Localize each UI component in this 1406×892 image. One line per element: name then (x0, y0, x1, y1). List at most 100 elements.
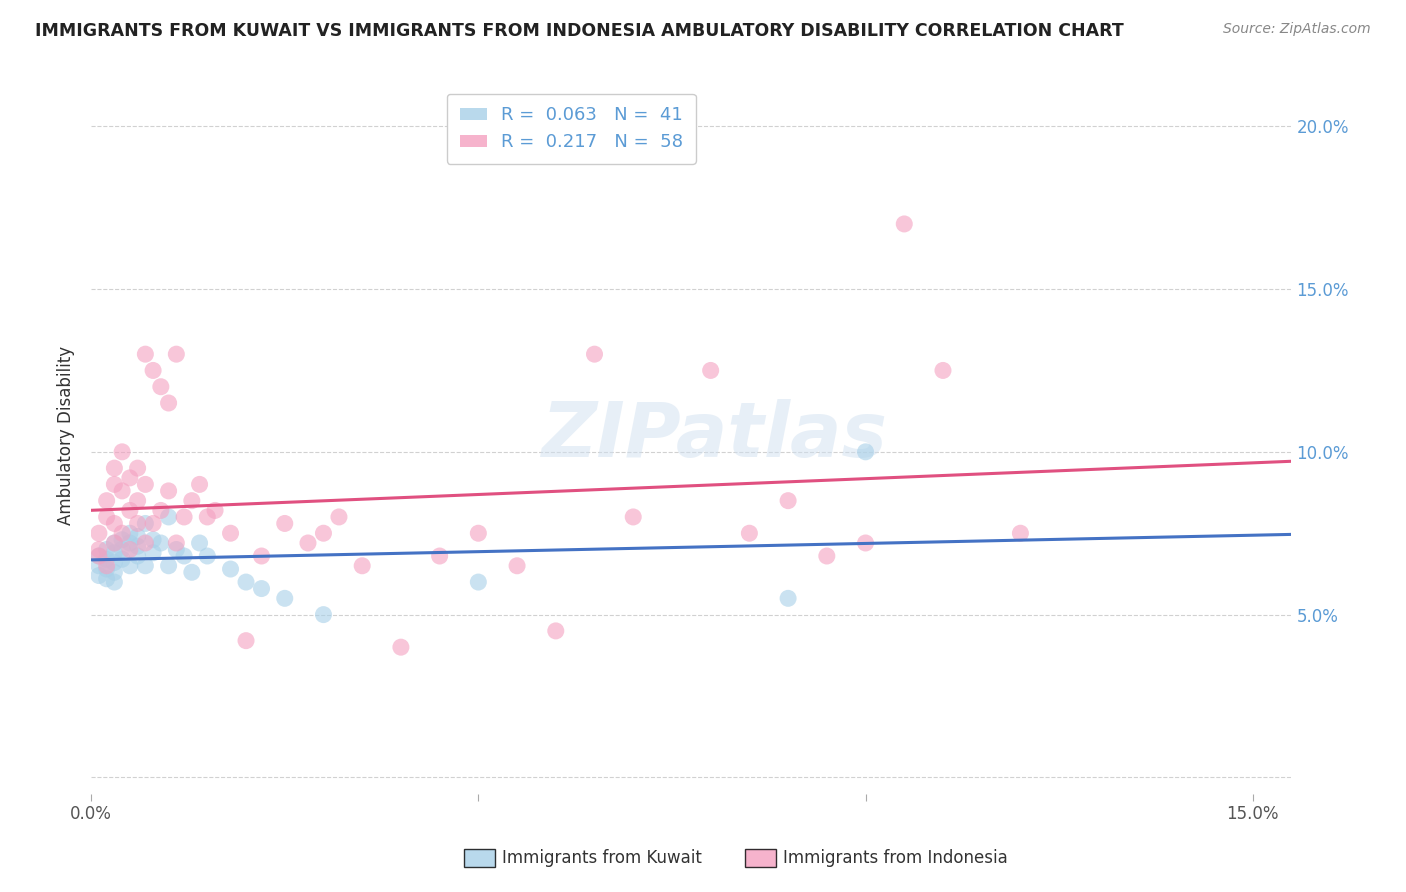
Text: IMMIGRANTS FROM KUWAIT VS IMMIGRANTS FROM INDONESIA AMBULATORY DISABILITY CORREL: IMMIGRANTS FROM KUWAIT VS IMMIGRANTS FRO… (35, 22, 1123, 40)
Point (103, 566, 125, 580)
Point (328, 510, 350, 524)
Point (204, 503, 226, 517)
Point (149, 503, 172, 517)
Point (127, 539, 149, 553)
Point (111, 542, 134, 557)
Text: Immigrants from Kuwait: Immigrants from Kuwait (502, 849, 702, 867)
Point (127, 516, 149, 531)
Point (134, 536, 156, 550)
Text: ZIPatlas: ZIPatlas (543, 399, 889, 473)
Point (583, 347, 606, 361)
Point (165, 536, 187, 550)
Point (96, 493, 118, 508)
Point (111, 526, 134, 541)
Point (87, 568, 110, 582)
Point (250, 549, 273, 563)
Point (96, 562, 118, 576)
Point (180, 566, 202, 580)
Point (312, 526, 335, 541)
Point (188, 536, 211, 550)
Point (274, 591, 297, 606)
Point (188, 477, 211, 491)
Point (96, 572, 118, 586)
Point (103, 536, 125, 550)
Point (111, 445, 134, 459)
Point (96, 542, 118, 557)
Point (142, 533, 165, 547)
Point (87, 542, 110, 557)
Point (142, 516, 165, 531)
Point (893, 217, 915, 231)
Point (467, 575, 489, 590)
Point (699, 363, 721, 377)
Point (87, 526, 110, 541)
Point (250, 582, 273, 596)
Point (235, 575, 257, 590)
Point (544, 624, 567, 638)
Point (111, 533, 134, 547)
Text: Source: ZipAtlas.com: Source: ZipAtlas.com (1223, 22, 1371, 37)
Point (134, 347, 156, 361)
Point (506, 558, 529, 573)
Point (96, 552, 118, 566)
Point (352, 558, 374, 573)
Point (297, 536, 319, 550)
Point (103, 556, 125, 570)
Point (118, 471, 141, 485)
Point (855, 445, 877, 459)
Point (103, 575, 125, 590)
Point (134, 516, 156, 531)
Point (855, 536, 877, 550)
Point (312, 607, 335, 622)
Point (103, 536, 125, 550)
Point (142, 546, 165, 560)
Point (127, 461, 149, 475)
Point (219, 526, 242, 541)
Point (932, 363, 955, 377)
Point (815, 549, 838, 563)
Point (118, 536, 141, 550)
Point (778, 591, 800, 606)
Point (96, 510, 118, 524)
Y-axis label: Ambulatory Disability: Ambulatory Disability (58, 346, 75, 525)
Point (103, 461, 125, 475)
Point (134, 477, 156, 491)
Point (621, 510, 644, 524)
Point (87, 549, 110, 563)
Point (111, 552, 134, 566)
Point (87, 549, 110, 563)
Point (142, 363, 165, 377)
Point (118, 526, 141, 541)
Point (173, 510, 195, 524)
Point (738, 526, 761, 541)
Point (103, 477, 125, 491)
Legend: R =  0.063   N =  41, R =  0.217   N =  58: R = 0.063 N = 41, R = 0.217 N = 58 (447, 94, 696, 164)
Point (219, 562, 242, 576)
Point (195, 510, 218, 524)
Point (165, 542, 187, 557)
Point (118, 558, 141, 573)
Point (389, 640, 412, 655)
Point (157, 510, 180, 524)
Point (429, 549, 451, 563)
Point (149, 536, 172, 550)
Point (103, 546, 125, 560)
Point (157, 396, 180, 410)
Point (157, 558, 180, 573)
Point (127, 529, 149, 543)
Point (149, 380, 172, 394)
Point (127, 549, 149, 563)
Text: Immigrants from Indonesia: Immigrants from Indonesia (783, 849, 1008, 867)
Point (778, 493, 800, 508)
Point (235, 633, 257, 648)
Point (173, 549, 195, 563)
Point (195, 549, 218, 563)
Point (180, 493, 202, 508)
Point (96, 558, 118, 573)
Point (111, 483, 134, 498)
Point (87, 558, 110, 573)
Point (118, 542, 141, 557)
Point (127, 493, 149, 508)
Point (103, 516, 125, 531)
Point (157, 483, 180, 498)
